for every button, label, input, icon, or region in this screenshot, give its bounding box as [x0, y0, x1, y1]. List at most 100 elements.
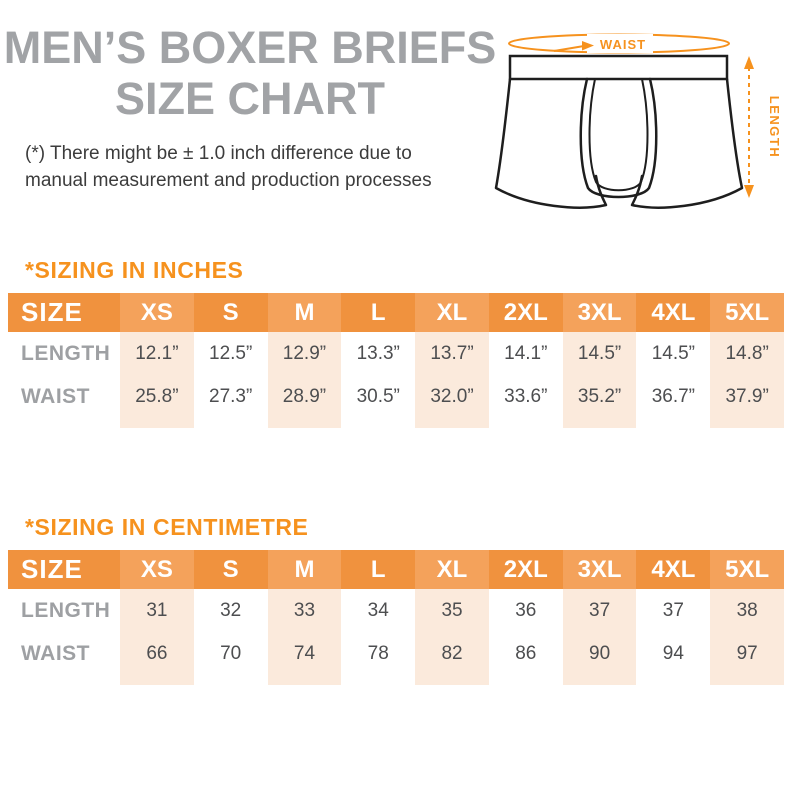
- waistband-shape: [508, 54, 729, 81]
- waist-value: 78: [367, 642, 389, 664]
- column-footer: [415, 675, 489, 685]
- length-value: 36: [515, 599, 537, 621]
- column-5xl: 5XL 14.8” 37.9”: [710, 293, 785, 428]
- disclaimer-line2: manual measurement and production proces…: [25, 170, 432, 191]
- column-xs: XS 12.1” 25.8”: [120, 293, 194, 428]
- column-footer: [341, 418, 415, 428]
- length-value: 31: [120, 589, 194, 632]
- waist-label: WAIST: [600, 37, 646, 52]
- waist-value: 28.9”: [267, 375, 342, 418]
- length-row-label: LENGTH: [21, 341, 111, 365]
- waist-value: 82: [415, 632, 489, 675]
- disclaimer-text: (*) There might be ± 1.0 inch difference…: [25, 140, 800, 194]
- column-footer: [636, 675, 710, 685]
- column-l: L 34 78: [341, 550, 416, 685]
- column-footer: [267, 418, 342, 428]
- waist-value: 25.8”: [120, 375, 194, 418]
- waist-arrow-line: [553, 45, 585, 52]
- column-header: L: [341, 550, 416, 589]
- length-value: 13.3”: [356, 342, 400, 364]
- column-footer: [562, 418, 637, 428]
- length-value: 37: [662, 599, 684, 621]
- length-value: 13.7”: [415, 332, 489, 375]
- column-s: S 32 70: [193, 550, 268, 685]
- length-row-label: LENGTH: [21, 598, 111, 622]
- column-header: M: [267, 293, 342, 332]
- column-header: S: [193, 550, 268, 589]
- size-header: SIZE: [8, 293, 120, 332]
- length-value: 35: [415, 589, 489, 632]
- column-header: S: [193, 293, 268, 332]
- size-header: SIZE: [8, 550, 120, 589]
- length-label: LENGTH: [767, 96, 782, 158]
- disclaimer-line1: (*) There might be ± 1.0 inch difference…: [25, 143, 412, 164]
- length-value: 32: [220, 599, 242, 621]
- waist-value: 33.6”: [504, 385, 548, 407]
- column-footer: [120, 418, 194, 428]
- length-arrow-up-icon: [744, 56, 754, 69]
- column-footer: [562, 675, 637, 685]
- length-value: 12.9”: [267, 332, 342, 375]
- column-header: 5XL: [710, 550, 785, 589]
- waist-value: 70: [220, 642, 242, 664]
- column-header: 3XL: [562, 550, 637, 589]
- column-footer: [415, 418, 489, 428]
- column-footer: [710, 418, 785, 428]
- length-value: 12.5”: [209, 342, 253, 364]
- column-xl: XL 35 82: [415, 550, 489, 685]
- column-header: 2XL: [488, 550, 563, 589]
- right-leg-outline: [630, 77, 744, 209]
- column-footer: [120, 675, 194, 685]
- column-3xl: 3XL 37 90: [562, 550, 637, 685]
- column-3xl: 3XL 14.5” 35.2”: [562, 293, 637, 428]
- inches-section-heading: *SIZING IN INCHES: [25, 257, 244, 283]
- size-label-column: SIZE LENGTH WAIST: [8, 293, 120, 428]
- length-value: 34: [367, 599, 389, 621]
- column-xs: XS 31 66: [120, 550, 194, 685]
- waist-row-label: WAIST: [21, 641, 90, 665]
- column-footer: [636, 418, 710, 428]
- length-value: 14.5”: [651, 342, 696, 364]
- column-2xl: 2XL 14.1” 33.6”: [488, 293, 563, 428]
- waist-value: 32.0”: [415, 375, 489, 418]
- column-footer: [194, 418, 268, 428]
- column-header: 2XL: [488, 293, 563, 332]
- column-l: L 13.3” 30.5”: [341, 293, 416, 428]
- waist-value: 86: [515, 642, 537, 664]
- waist-value: 36.7”: [651, 385, 696, 407]
- length-value: 14.5”: [562, 332, 637, 375]
- column-header: XL: [415, 293, 489, 332]
- left-leg-outline: [494, 77, 608, 209]
- column-xl: XL 13.7” 32.0”: [415, 293, 489, 428]
- waist-value: 27.3”: [209, 385, 253, 407]
- length-arrow-down-icon: [744, 185, 754, 198]
- column-footer: [8, 418, 120, 428]
- centimetre-table: SIZE LENGTH WAIST XS 31 66 S 32 70 M 33 …: [8, 550, 785, 685]
- column-header: 3XL: [562, 293, 637, 332]
- column-2xl: 2XL 36 86: [488, 550, 563, 685]
- column-4xl: 4XL 14.5” 36.7”: [636, 293, 711, 428]
- column-s: S 12.5” 27.3”: [193, 293, 268, 428]
- boxer-briefs-diagram-svg: WAIST LENGTH: [494, 33, 782, 209]
- length-value: 38: [710, 589, 785, 632]
- column-header: XS: [120, 293, 194, 332]
- column-footer: [489, 675, 563, 685]
- column-header: 4XL: [636, 550, 711, 589]
- column-footer: [341, 675, 415, 685]
- column-footer: [194, 675, 268, 685]
- length-value: 37: [562, 589, 637, 632]
- waist-value: 37.9”: [710, 375, 785, 418]
- pouch-outer-outline: [579, 77, 658, 199]
- length-value: 14.8”: [710, 332, 785, 375]
- column-m: M 12.9” 28.9”: [267, 293, 342, 428]
- column-header: XL: [415, 550, 489, 589]
- column-header: L: [341, 293, 416, 332]
- size-label-column: SIZE LENGTH WAIST: [8, 550, 120, 685]
- column-footer: [710, 675, 785, 685]
- waist-value: 94: [662, 642, 684, 664]
- boxer-briefs-illustration: WAIST LENGTH: [492, 12, 792, 230]
- column-5xl: 5XL 38 97: [710, 550, 785, 685]
- column-header: 5XL: [710, 293, 785, 332]
- length-value: 33: [267, 589, 342, 632]
- page-title-line1: MEN’S BOXER BRIEFS: [3, 22, 497, 73]
